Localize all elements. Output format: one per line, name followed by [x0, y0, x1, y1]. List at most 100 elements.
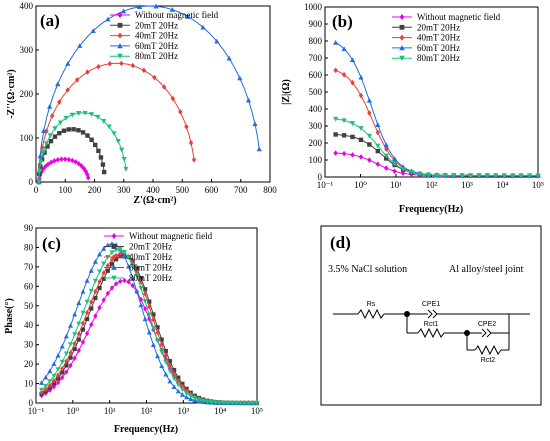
- data-point: [159, 337, 164, 342]
- data-point: [375, 143, 381, 149]
- data-point: [101, 276, 106, 281]
- data-point: [176, 377, 181, 384]
- data-point: [38, 159, 44, 165]
- data-point: [96, 63, 101, 70]
- x-tick-label: 500: [176, 185, 190, 195]
- y-tick-label: 1000: [304, 2, 323, 12]
- data-point: [117, 247, 123, 253]
- data-point: [109, 285, 115, 291]
- data-point: [111, 264, 117, 270]
- data-point: [47, 368, 53, 374]
- data-point: [97, 251, 103, 257]
- data-point: [111, 254, 117, 260]
- data-point: [109, 250, 115, 256]
- y-tick-label: 100: [309, 155, 323, 165]
- data-point: [169, 6, 175, 12]
- data-point: [155, 325, 160, 330]
- data-point: [383, 142, 389, 148]
- joint-label: Al alloy/steel joint: [449, 264, 524, 275]
- x-tick-label: 10⁰: [354, 180, 367, 190]
- data-point: [501, 173, 507, 179]
- data-point: [84, 278, 90, 283]
- data-point: [76, 331, 81, 337]
- data-point: [526, 173, 533, 179]
- data-point: [204, 399, 210, 405]
- data-point: [226, 55, 232, 61]
- data-point: [66, 127, 71, 132]
- x-tick-label: 700: [234, 185, 248, 195]
- x-tick-label: 10⁴: [214, 406, 226, 416]
- data-point: [476, 173, 482, 179]
- data-point: [384, 165, 389, 171]
- data-point: [76, 128, 81, 133]
- data-point: [179, 392, 185, 397]
- y-tick-label: 400: [20, 1, 34, 11]
- x-tick-label: 300: [117, 185, 131, 195]
- y-tick-label: 300: [20, 45, 34, 55]
- data-point: [55, 156, 61, 163]
- series-group: [36, 3, 262, 185]
- data-point: [47, 382, 52, 389]
- data-point: [170, 95, 176, 102]
- data-point: [89, 321, 94, 328]
- data-point: [45, 144, 50, 149]
- data-point: [76, 111, 82, 116]
- bode-magnitude-plot: 10⁻¹ 10⁰ 10¹ 10² 10³ 10⁴ 10⁵ 0 100 200 300 400 500 6…: [281, 2, 544, 215]
- x-tick-label: 10⁴: [496, 180, 508, 190]
- data-point: [84, 299, 90, 305]
- y-ticks: 0 100 200 300 400 500 600 700 800 900 1000: [304, 2, 328, 182]
- data-point: [185, 13, 191, 19]
- data-point: [43, 374, 49, 380]
- x-axis-label: Frequency(Hz): [114, 424, 178, 435]
- data-point: [47, 133, 53, 139]
- data-point: [367, 142, 372, 147]
- data-point: [64, 363, 69, 368]
- legend-entry: 80mT 20Hz: [135, 51, 178, 61]
- data-point: [40, 166, 46, 173]
- data-point: [484, 173, 491, 179]
- x-tick-label: 10³: [177, 406, 189, 416]
- data-point: [101, 297, 106, 303]
- data-point: [65, 60, 71, 66]
- data-point: [88, 112, 95, 117]
- data-point: [146, 312, 152, 318]
- data-point: [518, 173, 524, 179]
- data-point: [93, 288, 98, 295]
- x-tick-label: 100: [59, 185, 73, 195]
- data-point: [358, 126, 364, 131]
- data-point: [88, 268, 94, 273]
- data-point: [256, 146, 262, 152]
- data-point: [100, 162, 106, 167]
- data-point: [109, 262, 115, 267]
- data-point: [72, 332, 78, 337]
- data-point: [64, 358, 69, 364]
- rct1-label: Rct1: [424, 321, 439, 328]
- data-point: [120, 8, 127, 14]
- data-point: [159, 363, 165, 369]
- data-point: [399, 45, 405, 51]
- data-point: [399, 14, 405, 20]
- data-point: [141, 67, 147, 74]
- y-tick-label: 900: [309, 19, 323, 29]
- data-point: [56, 379, 61, 386]
- data-point: [138, 275, 144, 281]
- x-tick-label: 10¹: [390, 180, 402, 190]
- series-line: [38, 112, 127, 183]
- x-ticks: 10⁻¹ 10⁰ 10¹ 10² 10³ 10⁴ 10⁵: [28, 400, 263, 416]
- data-point: [459, 173, 465, 179]
- data-point: [333, 67, 338, 74]
- data-point: [434, 173, 440, 178]
- data-point: [192, 396, 198, 401]
- y-tick-label: 90: [24, 223, 34, 233]
- data-point: [117, 12, 123, 18]
- data-point: [101, 169, 107, 175]
- data-point: [208, 400, 214, 405]
- data-point: [178, 109, 183, 115]
- legend-entry: 80mT 20Hz: [129, 273, 172, 283]
- data-point: [90, 28, 96, 33]
- data-point: [86, 174, 91, 181]
- cpe2-label: CPE2: [478, 321, 496, 328]
- data-point: [467, 173, 474, 179]
- data-point: [350, 79, 355, 86]
- data-point: [111, 131, 117, 137]
